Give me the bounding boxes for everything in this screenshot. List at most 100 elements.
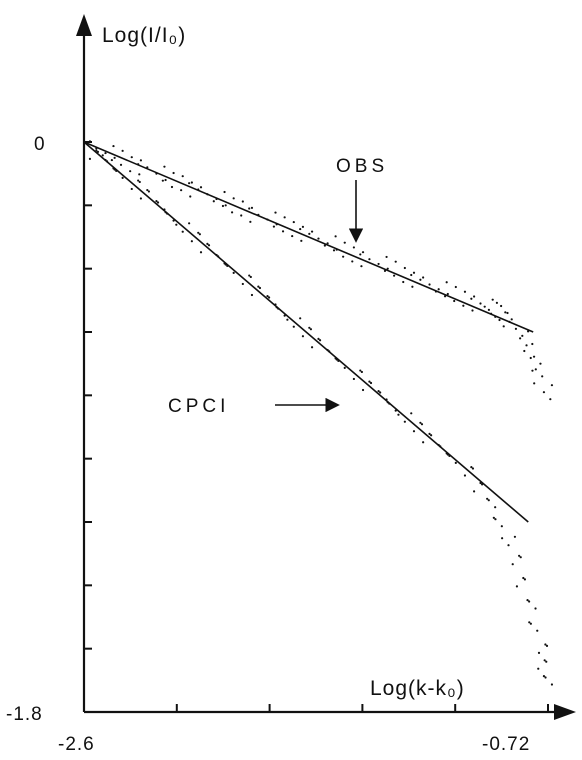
point-obs (506, 311, 509, 315)
point-cpci (519, 556, 522, 559)
point-obs (206, 193, 209, 196)
point-obs (224, 204, 227, 207)
point-obs (453, 299, 456, 303)
point-cpci (545, 660, 548, 663)
point-obs (410, 273, 413, 277)
point-cpci (529, 622, 532, 625)
point-cpci (385, 398, 388, 401)
point-cpci (113, 168, 116, 171)
point-obs (463, 290, 467, 293)
point-cpci (515, 585, 519, 588)
point-cpci (379, 391, 382, 394)
x-tick-label-right: -0.72 (482, 734, 530, 755)
point-obs (510, 318, 513, 321)
point-cpci (471, 467, 475, 470)
point-obs (188, 182, 191, 185)
point-cpci (175, 223, 178, 226)
point-obs (445, 281, 448, 284)
point-cpci (206, 242, 209, 245)
point-cpci (139, 197, 143, 200)
point-obs (172, 171, 175, 175)
point-cpci (337, 359, 340, 362)
point-cpci (292, 325, 295, 328)
point-obs (508, 320, 511, 323)
point-obs (531, 342, 534, 346)
point-cpci (232, 271, 235, 274)
point-obs (434, 290, 438, 293)
point-obs (155, 172, 158, 175)
point-cpci (543, 659, 546, 662)
point-cpci (156, 201, 160, 204)
point-cpci (155, 200, 158, 203)
point-obs (326, 242, 329, 245)
point-obs (394, 260, 397, 263)
point-obs (137, 163, 140, 166)
point-obs (359, 253, 362, 256)
point-obs (138, 173, 141, 176)
point-obs (351, 260, 354, 263)
point-cpci (422, 441, 425, 444)
point-cpci (335, 358, 338, 361)
point-cpci (545, 644, 549, 647)
point-obs (101, 154, 104, 157)
point-cpci (274, 303, 277, 306)
point-cpci (537, 651, 541, 654)
point-obs (500, 304, 503, 308)
point-cpci (536, 629, 539, 632)
point-obs (385, 255, 388, 259)
point-obs (489, 312, 493, 315)
point-cpci (130, 187, 133, 191)
point-obs (491, 298, 494, 301)
point-cpci (492, 516, 495, 519)
point-obs (483, 305, 486, 308)
point-cpci (115, 169, 118, 172)
point-obs (446, 292, 449, 296)
point-obs (502, 325, 505, 328)
point-obs (300, 239, 303, 242)
point-obs (163, 165, 166, 168)
point-obs (549, 398, 552, 401)
point-obs (443, 295, 447, 298)
point-obs (393, 274, 396, 277)
point-cpci (138, 180, 141, 184)
point-obs (88, 140, 92, 143)
point-obs (197, 188, 200, 191)
point-cpci (105, 160, 109, 163)
point-obs (257, 213, 260, 216)
point-obs (221, 204, 225, 208)
point-cpci (309, 328, 313, 331)
point-obs (121, 149, 124, 152)
point-obs (495, 301, 499, 304)
point-cpci (437, 443, 440, 447)
point-cpci (250, 293, 254, 297)
point-cpci (286, 318, 289, 321)
point-obs (529, 356, 532, 360)
point-obs (146, 166, 149, 169)
point-obs (437, 288, 440, 291)
point-cpci (494, 518, 497, 521)
point-cpci (480, 483, 484, 486)
point-cpci (487, 499, 490, 502)
point-obs (523, 349, 526, 353)
point-obs (471, 309, 474, 312)
point-obs (199, 186, 203, 189)
point-cpci (403, 420, 406, 423)
point-obs (419, 278, 422, 281)
point-cpci (181, 230, 184, 233)
point-obs (494, 315, 497, 318)
point-cpci (448, 454, 451, 457)
point-cpci (420, 423, 424, 426)
point-cpci (283, 314, 286, 317)
point-cpci (430, 434, 433, 437)
point-cpci (526, 599, 529, 602)
point-cpci (410, 412, 413, 415)
point-cpci (523, 578, 527, 581)
point-obs (514, 327, 518, 330)
point-cpci (88, 157, 92, 160)
point-cpci (217, 255, 220, 258)
point-cpci (472, 490, 476, 493)
point-obs (190, 181, 193, 184)
point-obs (189, 195, 192, 198)
point-obs (521, 334, 524, 337)
